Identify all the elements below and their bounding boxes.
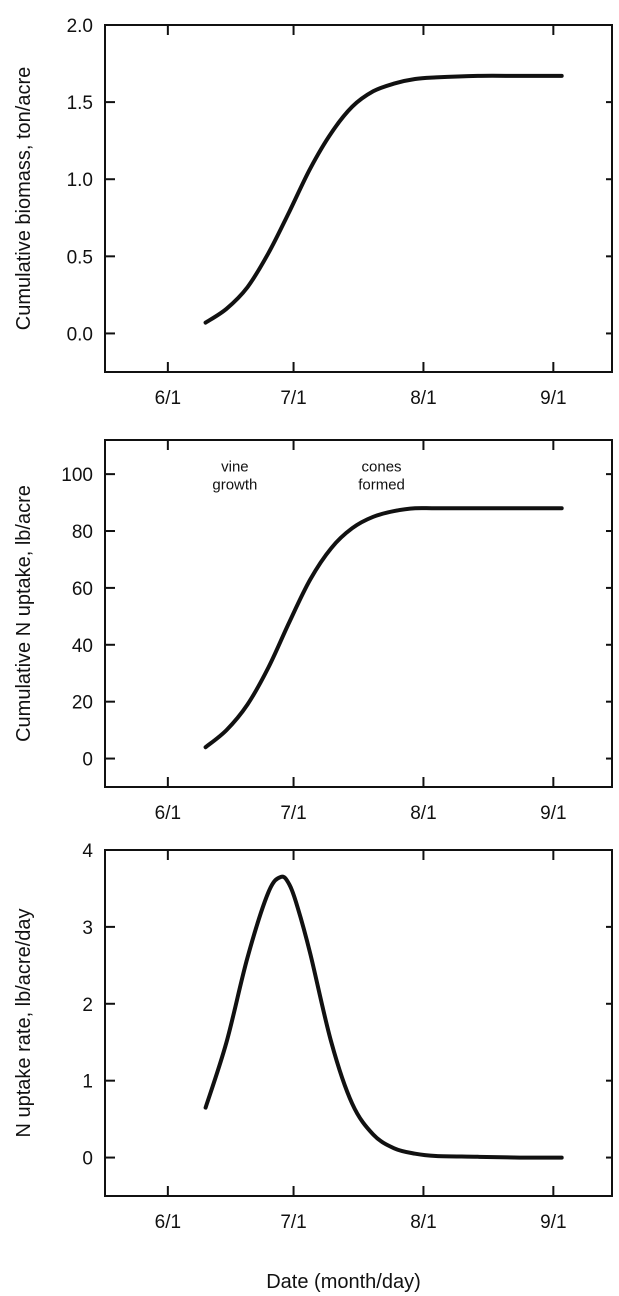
x-tick-label: 8/1 bbox=[410, 1212, 436, 1233]
x-tick-label: 7/1 bbox=[280, 388, 306, 409]
plot-frame bbox=[104, 439, 613, 788]
y-tick-label: 1.0 bbox=[67, 170, 93, 191]
x-tick-label: 6/1 bbox=[155, 388, 181, 409]
y-tick-label: 0 bbox=[82, 750, 93, 771]
y-tick-label: 3 bbox=[82, 918, 93, 939]
y-tick-label: 100 bbox=[61, 465, 93, 486]
chart-panel-2: 6/1 7/1 8/1 9/1 0 20 40 60 80 100 Cumulative N upt… bbox=[13, 439, 613, 824]
series-line bbox=[203, 874, 564, 1160]
y-tick-label: 1.5 bbox=[67, 93, 93, 114]
y-tick-label: 0 bbox=[82, 1149, 93, 1170]
annotation: vine growth bbox=[212, 458, 257, 493]
x-axis-label: Date (month/day) bbox=[266, 1271, 421, 1293]
y-tick-label: 20 bbox=[72, 693, 93, 714]
y-tick-label: 0.5 bbox=[67, 247, 93, 268]
x-tick-label: 9/1 bbox=[540, 803, 566, 824]
x-tick-label: 9/1 bbox=[540, 388, 566, 409]
y-axis-label: Cumulative N uptake, lb/acre bbox=[13, 485, 35, 742]
y-tick-label: 2.0 bbox=[67, 16, 93, 37]
x-tick-label: 9/1 bbox=[540, 1212, 566, 1233]
y-tick-label: 4 bbox=[82, 841, 93, 862]
series-line bbox=[203, 73, 564, 325]
y-tick-label: 40 bbox=[72, 636, 93, 657]
plot-frame bbox=[104, 849, 613, 1197]
y-axis-label: Cumulative biomass, ton/acre bbox=[13, 67, 35, 330]
x-tick-label: 7/1 bbox=[280, 1212, 306, 1233]
plot-frame bbox=[104, 24, 613, 373]
x-tick-label: 6/1 bbox=[155, 1212, 181, 1233]
y-tick-label: 1 bbox=[82, 1072, 93, 1093]
y-tick-label: 80 bbox=[72, 522, 93, 543]
series-line bbox=[203, 506, 564, 750]
annotation: cones formed bbox=[358, 458, 405, 493]
y-axis-label: N uptake rate, lb/acre/day bbox=[13, 908, 35, 1137]
y-tick-label: 60 bbox=[72, 579, 93, 600]
x-tick-label: 8/1 bbox=[410, 388, 436, 409]
x-tick-label: 7/1 bbox=[280, 803, 306, 824]
x-tick-label: 8/1 bbox=[410, 803, 436, 824]
x-tick-label: 6/1 bbox=[155, 803, 181, 824]
chart-panel-3: 6/1 7/1 8/1 9/1 0 1 2 3 4 N uptake rate, lb/acre/… bbox=[13, 841, 613, 1293]
y-tick-label: 0.0 bbox=[67, 324, 93, 345]
y-tick-label: 2 bbox=[82, 995, 93, 1016]
chart-panel-1: 6/1 7/1 8/1 9/1 0.0 0.5 1.0 1.5 2.0 Cumulative bi… bbox=[13, 16, 613, 409]
